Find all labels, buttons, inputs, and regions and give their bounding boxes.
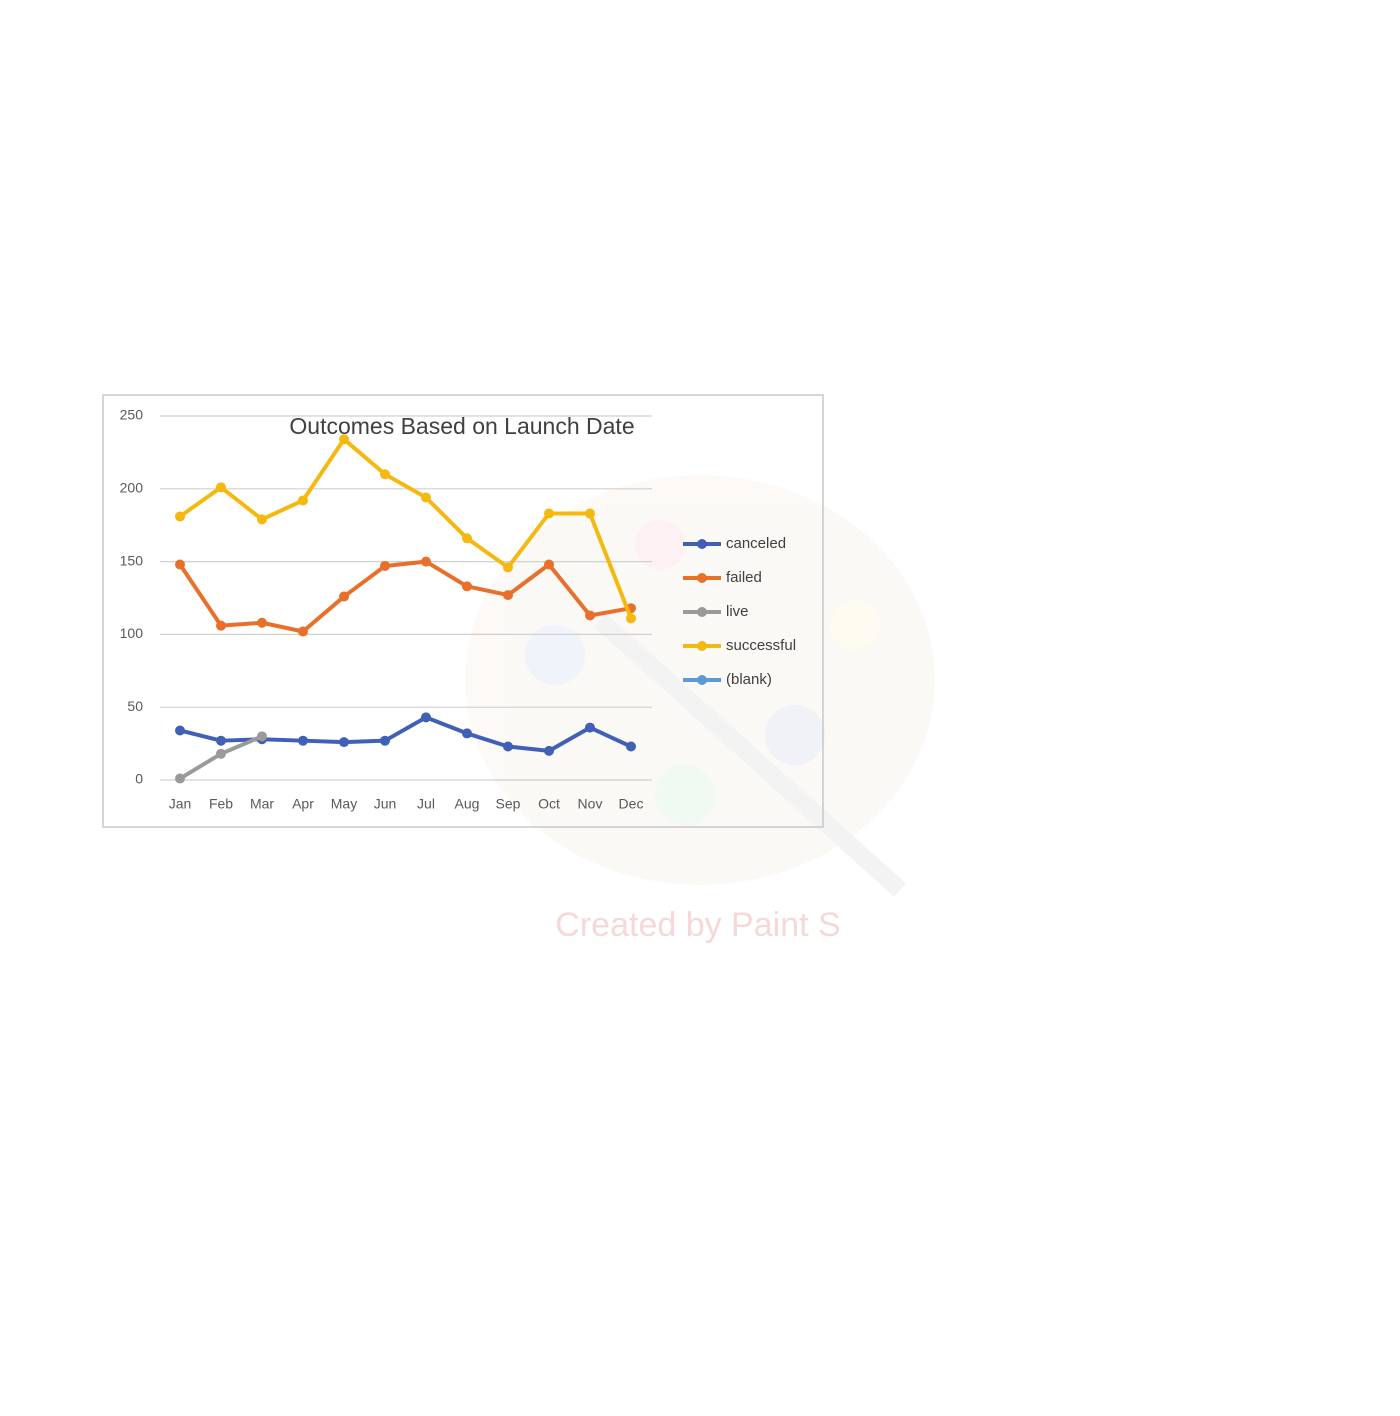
data-point [503, 562, 513, 573]
data-point [626, 613, 636, 624]
legend-label: (blank) [726, 671, 772, 688]
legend-marker [697, 539, 707, 549]
data-point [298, 626, 308, 637]
y-tick-label: 50 [127, 698, 143, 714]
data-point [175, 773, 185, 784]
x-tick-label: Sep [496, 796, 521, 812]
data-point [339, 591, 349, 602]
data-point [421, 492, 431, 503]
data-point [339, 434, 349, 445]
data-point [585, 722, 595, 733]
data-point [339, 737, 349, 748]
y-tick-label: 100 [120, 625, 144, 641]
x-tick-label: Dec [619, 796, 644, 812]
chart-frame [102, 394, 824, 828]
data-point [216, 620, 226, 631]
data-point [380, 469, 390, 480]
data-point [298, 735, 308, 746]
data-point [544, 559, 554, 570]
legend-label: failed [726, 569, 762, 586]
data-point [544, 745, 554, 756]
chart-title: Outcomes Based on Launch Date [289, 413, 634, 439]
data-point [421, 556, 431, 567]
x-tick-label: Oct [538, 796, 560, 812]
data-point [257, 514, 267, 525]
data-point [257, 731, 267, 742]
x-tick-label: Nov [578, 796, 603, 812]
x-tick-label: Mar [250, 796, 274, 812]
legend-label: canceled [726, 535, 786, 552]
y-tick-label: 150 [120, 552, 144, 568]
legend-marker [697, 641, 707, 651]
data-point [503, 590, 513, 601]
data-point [216, 748, 226, 759]
data-point [175, 559, 185, 570]
series-line [178, 437, 633, 620]
data-point [462, 533, 472, 544]
data-point [298, 495, 308, 506]
series-line [178, 559, 632, 634]
watermark-text: Created by Paint S [555, 906, 840, 944]
x-tick-label: May [331, 796, 357, 812]
data-point [380, 735, 390, 746]
x-tick-label: Jun [374, 796, 397, 812]
legend-marker [697, 675, 707, 685]
legend-marker [697, 607, 707, 617]
data-point [462, 728, 472, 739]
y-tick-label: 250 [120, 407, 144, 423]
x-tick-label: Feb [209, 796, 233, 812]
data-point [462, 581, 472, 592]
data-point [503, 741, 513, 752]
data-point [544, 508, 554, 519]
y-tick-label: 200 [120, 480, 144, 496]
data-point [585, 610, 595, 621]
x-tick-label: Apr [292, 796, 314, 812]
data-point [421, 712, 431, 723]
data-point [626, 741, 636, 752]
legend-marker [697, 573, 707, 583]
data-point [257, 617, 267, 628]
data-point [175, 511, 185, 522]
legend-label: live [726, 603, 749, 620]
data-point [216, 482, 226, 493]
y-tick-label: 0 [135, 771, 143, 787]
data-point [216, 735, 226, 746]
x-tick-label: Aug [455, 796, 480, 812]
data-point [380, 560, 390, 571]
legend-label: successful [726, 637, 796, 654]
x-tick-label: Jan [169, 796, 192, 812]
data-point [175, 725, 185, 736]
x-tick-label: Jul [417, 796, 435, 812]
data-point [585, 508, 595, 519]
